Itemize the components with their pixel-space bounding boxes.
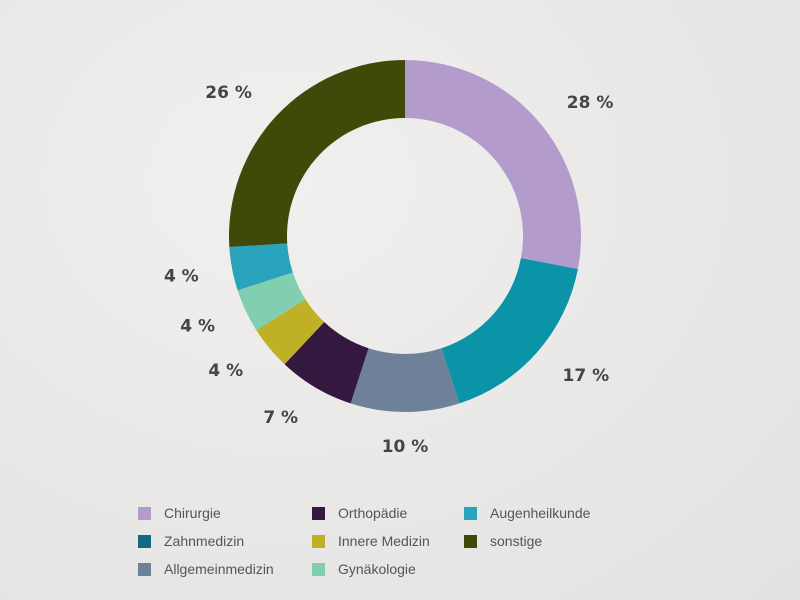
legend-swatch xyxy=(312,506,325,520)
legend-swatch xyxy=(138,562,151,576)
legend-item-orthopaedie: Orthopädie xyxy=(312,503,464,523)
donut-slices xyxy=(229,60,581,413)
percent-label: 4 % xyxy=(208,361,243,381)
percent-label: 4 % xyxy=(180,316,215,336)
percent-label: 4 % xyxy=(164,266,199,286)
legend-item-allgemeinmedizin: Allgemeinmedizin xyxy=(138,559,312,579)
slice-sonstige xyxy=(229,60,405,248)
legend-label: Chirurgie xyxy=(164,505,221,521)
percentage-labels: 28 % 17 % 10 % 7 % 4 % 4 % 4 % 26 % xyxy=(164,83,613,457)
slice-allgemeinmedizin xyxy=(350,348,460,413)
legend-label: Orthopädie xyxy=(338,505,408,521)
slice-orthop-die xyxy=(284,322,369,404)
legend-label: Augenheilkunde xyxy=(490,505,591,521)
legend-item-augenheilkunde: Augenheilkunde xyxy=(464,503,624,523)
legend-swatch xyxy=(138,506,151,520)
percent-label: 26 % xyxy=(205,83,252,103)
slice-chirurgie xyxy=(405,60,581,269)
legend-label: sonstige xyxy=(490,533,543,549)
legend-item-chirurgie: Chirurgie xyxy=(138,503,312,523)
legend-swatch xyxy=(464,534,477,548)
slice-gyn-kologie xyxy=(237,272,306,331)
legend-label: Zahnmedizin xyxy=(164,533,245,549)
slice-zahnmedizin xyxy=(229,243,293,291)
legend-swatch xyxy=(312,562,325,576)
percent-label: 28 % xyxy=(567,93,614,113)
legend-item-gynaekologie: Gynäkologie xyxy=(312,559,464,579)
legend-swatch xyxy=(138,534,151,548)
percent-label: 10 % xyxy=(382,437,429,457)
percent-label: 17 % xyxy=(563,366,610,386)
legend-item-sonstige: sonstige xyxy=(464,531,624,551)
legend-label: Gynäkologie xyxy=(338,561,416,577)
percent-label: 7 % xyxy=(263,408,298,428)
legend-swatch xyxy=(464,506,477,520)
legend-swatch xyxy=(312,534,325,548)
legend-label: Innere Medizin xyxy=(338,533,430,549)
legend-item-zahnmedizin: Zahnmedizin xyxy=(138,531,312,551)
legend: Chirurgie Zahnmedizin Allgemeinmedizin O… xyxy=(138,503,624,587)
slice-augenheilkunde xyxy=(441,258,578,404)
slice-innere-medizin xyxy=(256,299,325,365)
legend-item-innere-medizin: Innere Medizin xyxy=(312,531,464,551)
legend-label: Allgemeinmedizin xyxy=(164,561,274,577)
